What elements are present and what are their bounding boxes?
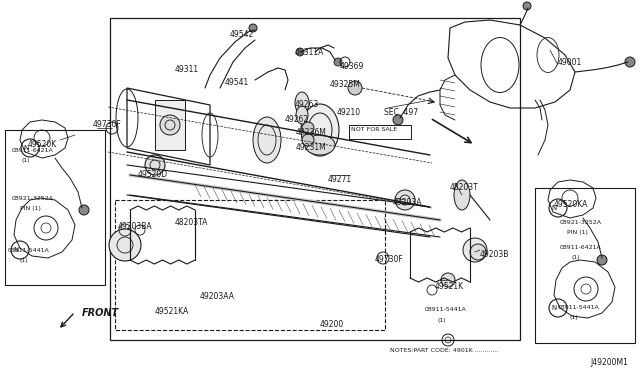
Text: 49210: 49210 bbox=[337, 108, 361, 117]
Text: SEC. 497: SEC. 497 bbox=[384, 108, 418, 117]
Ellipse shape bbox=[454, 180, 470, 210]
Text: 49520D: 49520D bbox=[138, 170, 168, 179]
Bar bbox=[115, 200, 385, 330]
Ellipse shape bbox=[295, 92, 309, 114]
Circle shape bbox=[334, 58, 342, 66]
Text: FRONT: FRONT bbox=[82, 308, 119, 318]
Text: NOTES:PART CODE: 4901K ............: NOTES:PART CODE: 4901K ............ bbox=[390, 348, 499, 353]
Ellipse shape bbox=[253, 117, 281, 163]
Circle shape bbox=[625, 57, 635, 67]
Text: (1): (1) bbox=[437, 318, 445, 323]
Text: 08911-6421A: 08911-6421A bbox=[560, 245, 602, 250]
Text: 49203BA: 49203BA bbox=[118, 222, 152, 231]
Text: N: N bbox=[552, 205, 557, 211]
Text: (1): (1) bbox=[572, 255, 580, 260]
Text: 49520K: 49520K bbox=[28, 140, 57, 149]
Text: 08921-3252A: 08921-3252A bbox=[560, 220, 602, 225]
Text: 49200: 49200 bbox=[320, 320, 344, 329]
Bar bbox=[110, 18, 520, 340]
Text: 49520KA: 49520KA bbox=[554, 200, 588, 209]
Circle shape bbox=[348, 81, 362, 95]
Ellipse shape bbox=[301, 104, 339, 156]
Text: 49325M: 49325M bbox=[330, 80, 361, 89]
Text: N: N bbox=[24, 145, 29, 151]
Text: 08911-5441A: 08911-5441A bbox=[8, 248, 50, 253]
Circle shape bbox=[160, 115, 180, 135]
Circle shape bbox=[470, 244, 486, 260]
Text: 08921-3252A: 08921-3252A bbox=[12, 196, 54, 201]
Text: 08911-5441A: 08911-5441A bbox=[558, 305, 600, 310]
Text: 49521KA: 49521KA bbox=[155, 307, 189, 316]
Bar bbox=[535, 188, 635, 343]
Text: (1): (1) bbox=[20, 258, 29, 263]
Circle shape bbox=[296, 48, 304, 56]
Text: 49311A: 49311A bbox=[295, 48, 324, 57]
Text: NOT FOR SALE: NOT FOR SALE bbox=[351, 127, 397, 132]
Text: 49231M: 49231M bbox=[296, 143, 327, 152]
Text: 49262: 49262 bbox=[285, 115, 309, 124]
Circle shape bbox=[302, 122, 314, 134]
Bar bbox=[5, 130, 105, 285]
Text: (1): (1) bbox=[22, 158, 31, 163]
Circle shape bbox=[597, 255, 607, 265]
Circle shape bbox=[302, 134, 314, 146]
Circle shape bbox=[463, 238, 487, 262]
Circle shape bbox=[441, 273, 455, 287]
Bar bbox=[349, 125, 411, 139]
Text: 48203T: 48203T bbox=[450, 183, 479, 192]
Circle shape bbox=[395, 190, 415, 210]
Text: 49542: 49542 bbox=[230, 30, 254, 39]
Circle shape bbox=[249, 24, 257, 32]
Text: 49236M: 49236M bbox=[296, 128, 327, 137]
Ellipse shape bbox=[305, 135, 335, 155]
Circle shape bbox=[79, 205, 89, 215]
Text: 49521K: 49521K bbox=[435, 282, 464, 291]
Text: 49203AA: 49203AA bbox=[200, 292, 235, 301]
Text: (1): (1) bbox=[570, 315, 579, 320]
Text: 08911-5441A: 08911-5441A bbox=[425, 307, 467, 312]
Text: 49203A: 49203A bbox=[393, 198, 422, 207]
Text: 49730F: 49730F bbox=[375, 255, 404, 264]
Text: 49271: 49271 bbox=[328, 175, 352, 184]
Text: 08911-6421A: 08911-6421A bbox=[12, 148, 54, 153]
Text: 49541: 49541 bbox=[225, 78, 249, 87]
Circle shape bbox=[523, 2, 531, 10]
Circle shape bbox=[393, 115, 403, 125]
Bar bbox=[155, 100, 185, 150]
Text: 49730F: 49730F bbox=[93, 120, 122, 129]
Circle shape bbox=[145, 155, 165, 175]
Ellipse shape bbox=[296, 106, 308, 124]
Text: J49200M1: J49200M1 bbox=[590, 358, 628, 367]
Text: 49311: 49311 bbox=[175, 65, 199, 74]
Circle shape bbox=[109, 229, 141, 261]
Text: PIN (1): PIN (1) bbox=[567, 230, 588, 235]
Text: 48203TA: 48203TA bbox=[175, 218, 209, 227]
Text: 49263: 49263 bbox=[295, 100, 319, 109]
Text: 49369: 49369 bbox=[340, 62, 364, 71]
Text: N: N bbox=[552, 305, 557, 311]
Text: PIN (1): PIN (1) bbox=[20, 206, 41, 211]
Text: N: N bbox=[13, 247, 19, 253]
Text: 49001: 49001 bbox=[558, 58, 582, 67]
Text: 49203B: 49203B bbox=[480, 250, 509, 259]
